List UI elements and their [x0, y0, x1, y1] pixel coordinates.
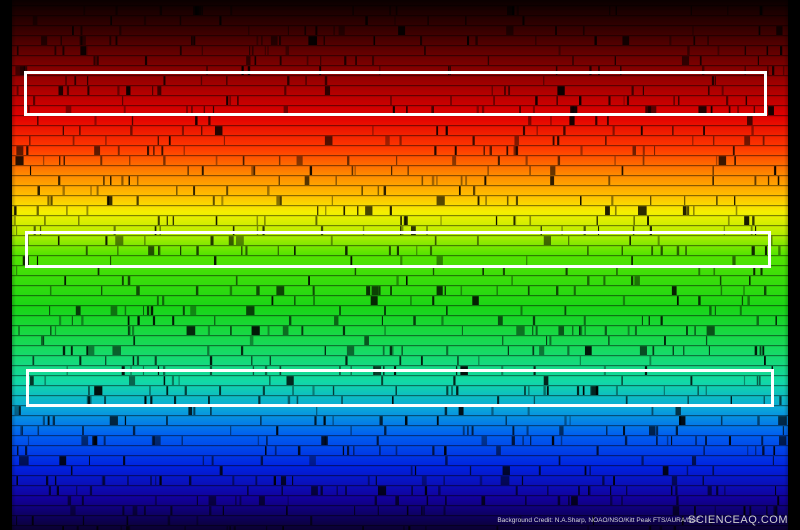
image-credit: Background Credit: N.A.Sharp, NOAO/NSO/K… — [497, 517, 700, 524]
site-watermark: SCIENCEAQ.COM — [687, 514, 788, 526]
